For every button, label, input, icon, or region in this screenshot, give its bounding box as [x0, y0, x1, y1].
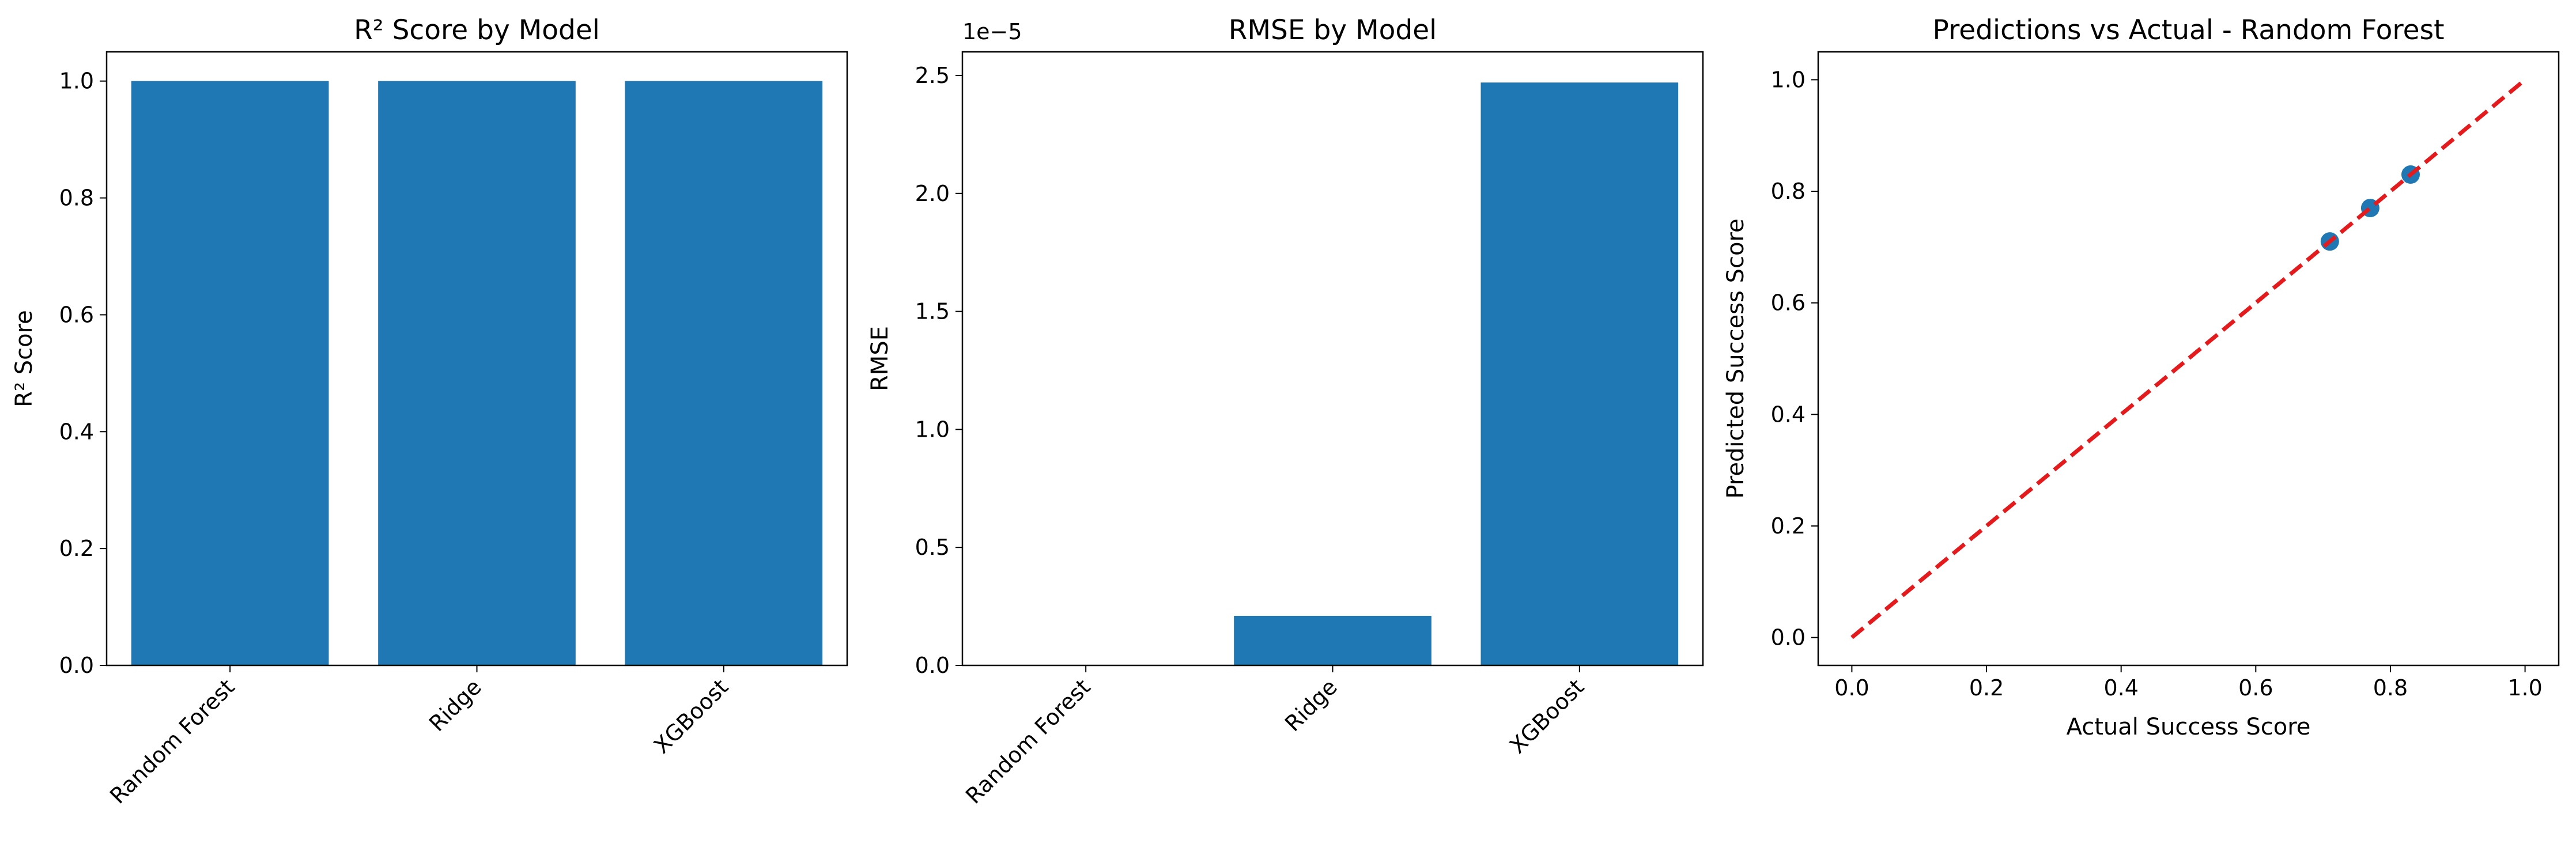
r2-chart-marks — [131, 81, 823, 665]
scatter-chart-ylabel: Predicted Success Score — [1723, 218, 1749, 498]
rmse-chart-bar — [1480, 82, 1679, 665]
rmse-chart-frame — [961, 51, 1704, 667]
scatter-chart-xtick-label: 0.6 — [2238, 675, 2273, 701]
scatter-chart-xtick-label: 0.0 — [1834, 675, 1869, 701]
scatter-chart-xtick-label: 0.8 — [2373, 675, 2408, 701]
rmse-chart-title: RMSE by Model — [1229, 14, 1437, 46]
r2-chart-ytick-label: 0.8 — [59, 186, 94, 211]
scatter-chart-ytick-label: 0.0 — [1771, 625, 1806, 650]
scatter-chart-ytick-label: 0.8 — [1771, 179, 1806, 204]
rmse-chart-ytick-label: 0.0 — [915, 653, 950, 678]
scatter-chart-panel: Predictions vs Actual - Random Forest Ac… — [1723, 14, 2560, 740]
r2-chart-xtick-label: Random Forest — [105, 674, 239, 808]
rmse-chart-ytick-label: 2.5 — [915, 63, 950, 88]
r2-chart-xtick-label: XGBoost — [649, 674, 733, 758]
r2-chart-ylabel: R² Score — [11, 310, 37, 407]
r2-chart-ytick-label: 1.0 — [59, 69, 94, 94]
rmse-chart-panel: RMSE by Model RMSE 1e−5 0.0 0.5 1.0 1.5 2.0 2… — [867, 14, 1704, 809]
rmse-chart-ylabel: RMSE — [867, 326, 893, 391]
scatter-chart-marks — [1850, 78, 2526, 639]
rmse-chart-marks — [1234, 82, 1679, 665]
scatter-chart-xtick-label: 0.2 — [1969, 675, 2004, 701]
r2-chart-bar — [378, 81, 576, 665]
r2-chart-title: R² Score by Model — [354, 14, 600, 46]
rmse-chart-offset-text: 1e−5 — [962, 19, 1022, 44]
rmse-chart-ytick-label: 2.0 — [915, 181, 950, 206]
scatter-chart-frame — [1817, 51, 2560, 667]
scatter-chart-ytick-label: 0.6 — [1771, 290, 1806, 316]
r2-chart-frame — [105, 51, 848, 667]
r2-chart-ytick-label: 0.4 — [59, 419, 94, 444]
rmse-chart-bar — [1234, 615, 1431, 665]
scatter-chart-title: Predictions vs Actual - Random Forest — [1933, 14, 2445, 46]
rmse-chart-ytick-label: 0.5 — [915, 535, 950, 560]
scatter-chart-xtick-label: 0.4 — [2103, 675, 2138, 701]
scatter-chart-reference-line — [1850, 78, 2526, 639]
rmse-chart-xtick-label: Random Forest — [961, 674, 1095, 808]
rmse-chart-ytick-label: 1.0 — [915, 417, 950, 442]
r2-chart-bar — [625, 81, 823, 665]
rmse-chart-ytick-label: 1.5 — [915, 299, 950, 324]
scatter-chart-ytick-label: 1.0 — [1771, 67, 1806, 92]
rmse-chart-xtick-label: Ridge — [1280, 674, 1342, 736]
r2-chart-bar — [131, 81, 329, 665]
scatter-chart-ytick-label: 0.2 — [1771, 513, 1806, 539]
r2-chart-xtick-label: Ridge — [424, 674, 486, 736]
scatter-chart-xlabel: Actual Success Score — [2067, 714, 2311, 740]
r2-chart-ytick-label: 0.6 — [59, 302, 94, 327]
r2-chart-panel: R² Score by Model R² Score 0.0 0.2 0.4 0.6 0… — [11, 14, 848, 809]
r2-chart-ytick-label: 0.0 — [59, 653, 94, 678]
scatter-chart-ytick-label: 0.4 — [1771, 402, 1806, 427]
rmse-chart-xtick-label: XGBoost — [1505, 674, 1589, 758]
scatter-chart-xtick-label: 1.0 — [2507, 675, 2542, 701]
scatter-chart-axes: 0.0 0.2 0.4 0.6 0.8 1.0 0.0 0.2 0.4 0.6 0.8 1.0 — [1771, 51, 2560, 701]
r2-chart-ytick-label: 0.2 — [59, 536, 94, 561]
